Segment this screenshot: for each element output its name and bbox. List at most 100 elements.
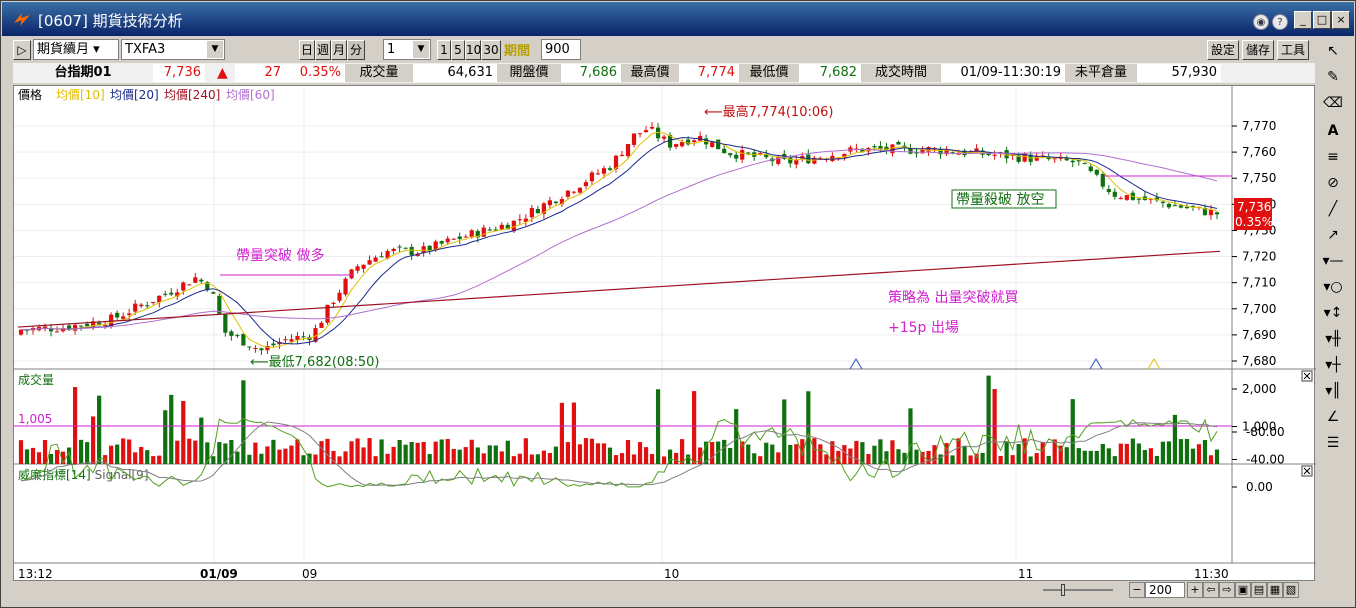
- candle-tool-icon[interactable]: ▾╫: [1325, 331, 1341, 347]
- volume-bar: [241, 380, 246, 464]
- candle-body: [541, 203, 546, 214]
- volume-bar: [1154, 455, 1159, 464]
- symbol-select[interactable]: TXFA3 ▼: [121, 39, 225, 60]
- eraser-icon[interactable]: ✎: [1327, 69, 1339, 85]
- scroll-left-icon[interactable]: ⇦: [1203, 582, 1219, 598]
- settings-button[interactable]: 設定: [1207, 40, 1239, 60]
- candle-body: [553, 201, 558, 203]
- circle-tool-icon[interactable]: ▾○: [1323, 279, 1343, 295]
- volume-bar: [385, 453, 390, 464]
- candle-body: [223, 314, 228, 333]
- volume-axis: 2,000 1,000: [1232, 382, 1276, 434]
- x-label-11: 11: [1018, 567, 1033, 581]
- grid-icon[interactable]: ▦: [1267, 582, 1283, 598]
- candle-body: [1184, 206, 1190, 209]
- grid-tool-icon[interactable]: ▾┼: [1325, 357, 1341, 373]
- candle-body: [349, 269, 354, 279]
- interval-select[interactable]: 1 ▼: [383, 39, 431, 60]
- magnet-icon[interactable]: ⊘: [1327, 175, 1339, 191]
- vertical-tool-icon[interactable]: ▾↕: [1323, 305, 1343, 321]
- period-week[interactable]: 週: [315, 40, 331, 60]
- candle-body: [18, 329, 24, 335]
- save-button[interactable]: 儲存: [1242, 40, 1274, 60]
- ma-240-line: [17, 250, 1221, 328]
- candle-body: [842, 153, 847, 158]
- save-icon[interactable]: ▣: [1235, 582, 1251, 598]
- bars-tool-icon[interactable]: ▾║: [1325, 383, 1341, 399]
- wr-tick-label: -40.00: [1246, 453, 1285, 467]
- scroll-right-icon[interactable]: ⇨: [1219, 582, 1235, 598]
- last-price: 7,736: [153, 64, 205, 82]
- maximize-button[interactable]: □: [1313, 11, 1331, 29]
- volume-bar: [367, 438, 372, 464]
- volume-bar: [427, 453, 432, 464]
- horizontal-line-icon[interactable]: ▾—: [1322, 253, 1344, 269]
- candle-body: [445, 238, 450, 243]
- candle-body: [607, 168, 613, 170]
- candle-body: [1202, 207, 1208, 216]
- menu-lines-icon[interactable]: ≡: [1327, 149, 1339, 165]
- volume-bar: [854, 440, 859, 464]
- interval-5[interactable]: 5: [451, 40, 465, 60]
- volume-bar: [583, 438, 589, 464]
- zoom-slider-track[interactable]: [1043, 589, 1113, 591]
- interval-10[interactable]: 10: [465, 40, 481, 60]
- volume-bar: [205, 442, 210, 464]
- volume-bar: [1142, 449, 1147, 464]
- zoom-input[interactable]: 200: [1145, 582, 1185, 598]
- chart-area[interactable]: 價格 均價[10] 均價[20] 均價[240] 均價[60] 7,770 7,760 7…: [13, 85, 1316, 581]
- image-icon[interactable]: ▧: [1283, 582, 1299, 598]
- fan-tool-icon[interactable]: ∠: [1326, 409, 1340, 425]
- chevron-down-icon[interactable]: ▼: [413, 41, 429, 58]
- close-button[interactable]: ×: [1332, 11, 1350, 29]
- volume-bar: [355, 438, 360, 464]
- x-label-start: 13:12: [18, 567, 53, 581]
- ray-tool-icon[interactable]: ↗: [1327, 227, 1339, 243]
- volume-bar: [595, 443, 601, 464]
- tools-button[interactable]: 工具: [1277, 40, 1309, 60]
- refresh-icon[interactable]: ◉: [1253, 14, 1269, 30]
- line-tool-icon[interactable]: ╱: [1328, 201, 1338, 217]
- period-day[interactable]: 日: [299, 40, 315, 60]
- minimize-button[interactable]: _: [1294, 11, 1312, 29]
- pointer-icon[interactable]: ↖: [1327, 43, 1339, 59]
- candle-body: [397, 246, 402, 248]
- play-icon[interactable]: ▷: [13, 40, 31, 60]
- product-value: 期貨續月: [37, 42, 90, 57]
- clear-all-icon[interactable]: ⌫: [1323, 95, 1343, 111]
- ma-60-line: [21, 148, 1218, 331]
- volume-bar: [866, 453, 871, 464]
- candle-body: [1172, 205, 1178, 207]
- volume-bar: [734, 409, 739, 464]
- fib-tool-icon[interactable]: ☰: [1326, 435, 1340, 451]
- zoom-slider-handle[interactable]: [1061, 584, 1065, 596]
- period-minute[interactable]: 分: [347, 40, 365, 60]
- candle-body: [451, 238, 456, 240]
- period-input[interactable]: 900: [541, 39, 581, 60]
- volume-bar: [1046, 455, 1051, 464]
- print-icon[interactable]: ▤: [1251, 582, 1267, 598]
- interval-30[interactable]: 30: [481, 40, 501, 60]
- candle-body: [1124, 195, 1129, 200]
- candle-body: [331, 302, 336, 304]
- interval-1[interactable]: 1: [437, 40, 451, 60]
- product-select[interactable]: 期貨續月 ▾: [33, 39, 119, 60]
- zoom-out-icon[interactable]: −: [1129, 582, 1145, 598]
- zoom-in-icon[interactable]: +: [1187, 582, 1203, 598]
- volume-bar: [517, 453, 522, 464]
- text-tool-icon[interactable]: A: [1327, 123, 1339, 139]
- candle-body: [619, 154, 625, 157]
- volume-bar: [361, 447, 366, 464]
- candle-body: [1136, 198, 1141, 200]
- volume-bar: [1106, 448, 1111, 464]
- volume-bar: [139, 446, 144, 464]
- ma-legend-item: 均價[240]: [164, 88, 220, 102]
- candle-body: [337, 292, 342, 301]
- candle-body: [175, 292, 180, 297]
- period-month[interactable]: 月: [331, 40, 347, 60]
- candle-body: [914, 151, 919, 154]
- volume-bar: [24, 449, 30, 464]
- volume-bar: [722, 439, 727, 464]
- help-icon[interactable]: ?: [1272, 14, 1288, 30]
- chevron-down-icon[interactable]: ▼: [207, 41, 223, 58]
